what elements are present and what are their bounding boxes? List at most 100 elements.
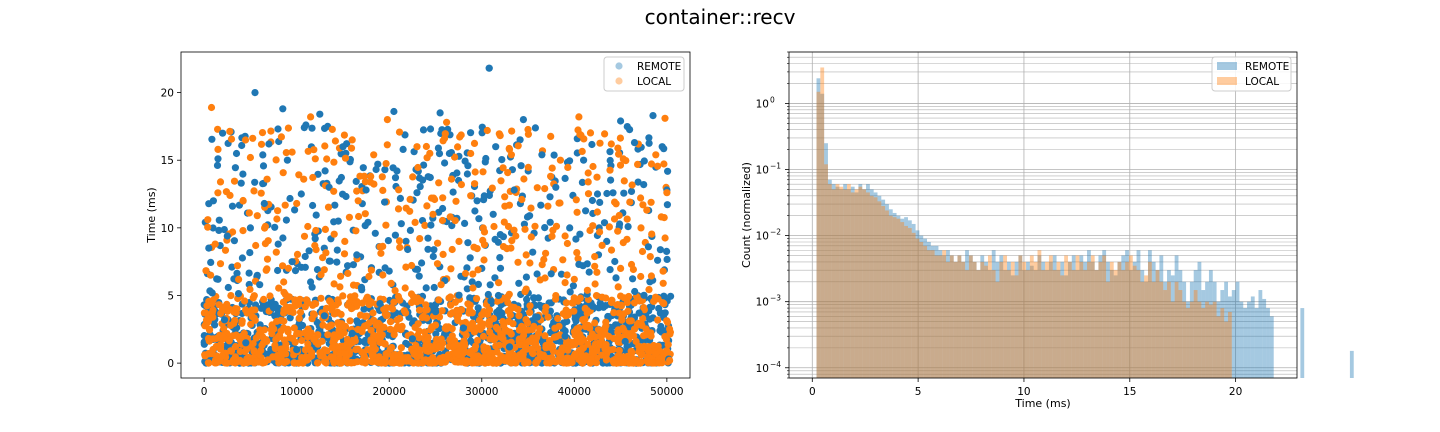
histogram-bar-remote xyxy=(847,189,851,378)
histogram-bar-remote xyxy=(938,250,943,378)
histogram-bar-remote xyxy=(1269,316,1274,378)
scatter-point-remote-spread xyxy=(430,246,438,254)
scatter-y-tick-label: 5 xyxy=(167,290,174,302)
scatter-axes-frame xyxy=(180,51,691,379)
scatter-point-local-cluster xyxy=(380,305,388,313)
scatter-point-local-spread xyxy=(321,142,329,150)
scatter-point-local-cluster xyxy=(618,316,626,324)
scatter-point-remote-cluster xyxy=(361,336,369,344)
scatter-point-local-spread xyxy=(614,227,622,235)
scatter-point-local xyxy=(330,187,338,195)
histogram-bar-local xyxy=(942,250,947,378)
scatter-point-local-spread xyxy=(596,228,604,236)
scatter-point-local-spread xyxy=(447,175,456,183)
histogram-bar-remote xyxy=(1155,270,1160,378)
scatter-point-local-cluster xyxy=(473,295,481,303)
scatter-point-remote xyxy=(256,281,264,289)
histogram-bar-remote xyxy=(820,93,825,379)
histogram-bar-remote xyxy=(1167,270,1171,378)
histogram-bar-remote xyxy=(866,184,870,378)
scatter-point-local xyxy=(219,305,227,313)
scatter-point-local-cluster xyxy=(408,298,416,307)
scatter-point-local-spread xyxy=(456,133,464,141)
scatter-point-local-spread xyxy=(601,130,609,138)
scatter-point-remote-spread xyxy=(516,136,524,144)
scatter-point-local-spread xyxy=(615,211,623,220)
scatter-legend: REMOTE LOCAL xyxy=(603,56,685,92)
scatter-point-remote xyxy=(265,140,273,148)
scatter-point-local-cluster xyxy=(330,331,338,339)
histogram-bar-local xyxy=(1163,290,1168,378)
scatter-point-local-spread xyxy=(241,136,250,144)
scatter-point-local xyxy=(257,327,266,335)
scatter-point-local xyxy=(413,143,421,151)
histogram-bar-local xyxy=(1029,255,1034,378)
histogram-bar-remote xyxy=(1235,281,1240,378)
scatter-point-local-spread xyxy=(257,140,266,148)
scatter-point-remote-cluster xyxy=(536,301,544,309)
scatter-point-local-cluster xyxy=(335,321,343,329)
scatter-point-local-cluster xyxy=(204,318,212,326)
scatter-point-local-spread xyxy=(622,157,630,165)
scatter-point-local-spread xyxy=(471,168,479,176)
scatter-point-remote-spread xyxy=(396,194,404,202)
histogram-bar-remote xyxy=(824,143,828,378)
scatter-point-local-cluster xyxy=(485,317,493,326)
scatter-point-remote-spread xyxy=(561,174,569,182)
scatter-point-local-cluster xyxy=(625,317,633,325)
scatter-point-local-cluster xyxy=(552,333,561,341)
histogram-bar-remote xyxy=(877,195,882,378)
scatter-point-local-cluster xyxy=(314,359,322,367)
histogram-bar-local xyxy=(900,222,905,378)
histogram-bar-local xyxy=(1113,270,1118,378)
scatter-point-local-spread xyxy=(330,158,338,166)
histogram-bar-remote xyxy=(999,255,1004,378)
scatter-point-local-cluster xyxy=(255,350,263,358)
scatter-point-remote-spread xyxy=(335,177,343,185)
scatter-point-local-cluster xyxy=(638,344,646,352)
histogram-bar-remote xyxy=(1121,255,1126,378)
scatter-point-remote-spread xyxy=(314,170,322,178)
scatter-point-local-spread xyxy=(361,178,369,186)
scatter-point-local xyxy=(659,279,667,287)
histogram-bar-remote xyxy=(1106,261,1110,378)
scatter-point-local xyxy=(207,271,215,279)
scatter-point-local-spread xyxy=(654,162,662,170)
scatter-point-local-cluster xyxy=(298,336,306,345)
histogram-bar-local xyxy=(885,210,889,378)
scatter-point-remote-cluster xyxy=(646,303,654,311)
histogram-bars xyxy=(816,67,1354,379)
scatter-point-local-cluster xyxy=(437,359,445,367)
histogram-bar-remote xyxy=(1159,255,1164,378)
scatter-point-local-cluster xyxy=(515,326,523,334)
scatter-point-local xyxy=(211,240,219,248)
scatter-point-local-cluster xyxy=(223,359,231,367)
histogram-bar-remote xyxy=(1201,290,1206,378)
scatter-point-local-cluster xyxy=(271,345,279,353)
scatter-point-local-cluster xyxy=(358,325,366,334)
histogram-bar-remote xyxy=(995,261,1000,378)
scatter-point-remote-spread xyxy=(646,278,654,286)
scatter-point-local-spread xyxy=(605,223,614,231)
scatter-point-local-cluster xyxy=(414,331,422,339)
scatter-point-local-spread xyxy=(382,160,390,168)
scatter-point-local-cluster xyxy=(356,311,365,319)
histogram-bar-local xyxy=(827,184,832,378)
scatter-point-local-spread xyxy=(512,232,520,240)
histogram-bar-remote xyxy=(1064,275,1068,378)
histogram-bar-local xyxy=(858,186,863,378)
scatter-point-local-spread xyxy=(414,163,422,172)
scatter-point-local-cluster xyxy=(383,311,391,319)
scatter-point-local-spread xyxy=(330,230,338,238)
histogram-legend-swatch-local xyxy=(1217,77,1237,85)
scatter-point-local-spread xyxy=(596,139,604,147)
scatter-point-remote-spread xyxy=(572,235,580,243)
scatter-point-remote-spread xyxy=(233,269,241,277)
histogram-bar-remote xyxy=(1090,261,1095,378)
histogram-bar-local xyxy=(892,217,897,378)
histogram-bar-remote xyxy=(1224,281,1228,378)
scatter-point-local-cluster xyxy=(436,336,444,344)
scatter-point-local-cluster xyxy=(327,321,335,329)
scatter-point-local-spread xyxy=(281,201,289,209)
scatter-point-local xyxy=(411,218,419,226)
